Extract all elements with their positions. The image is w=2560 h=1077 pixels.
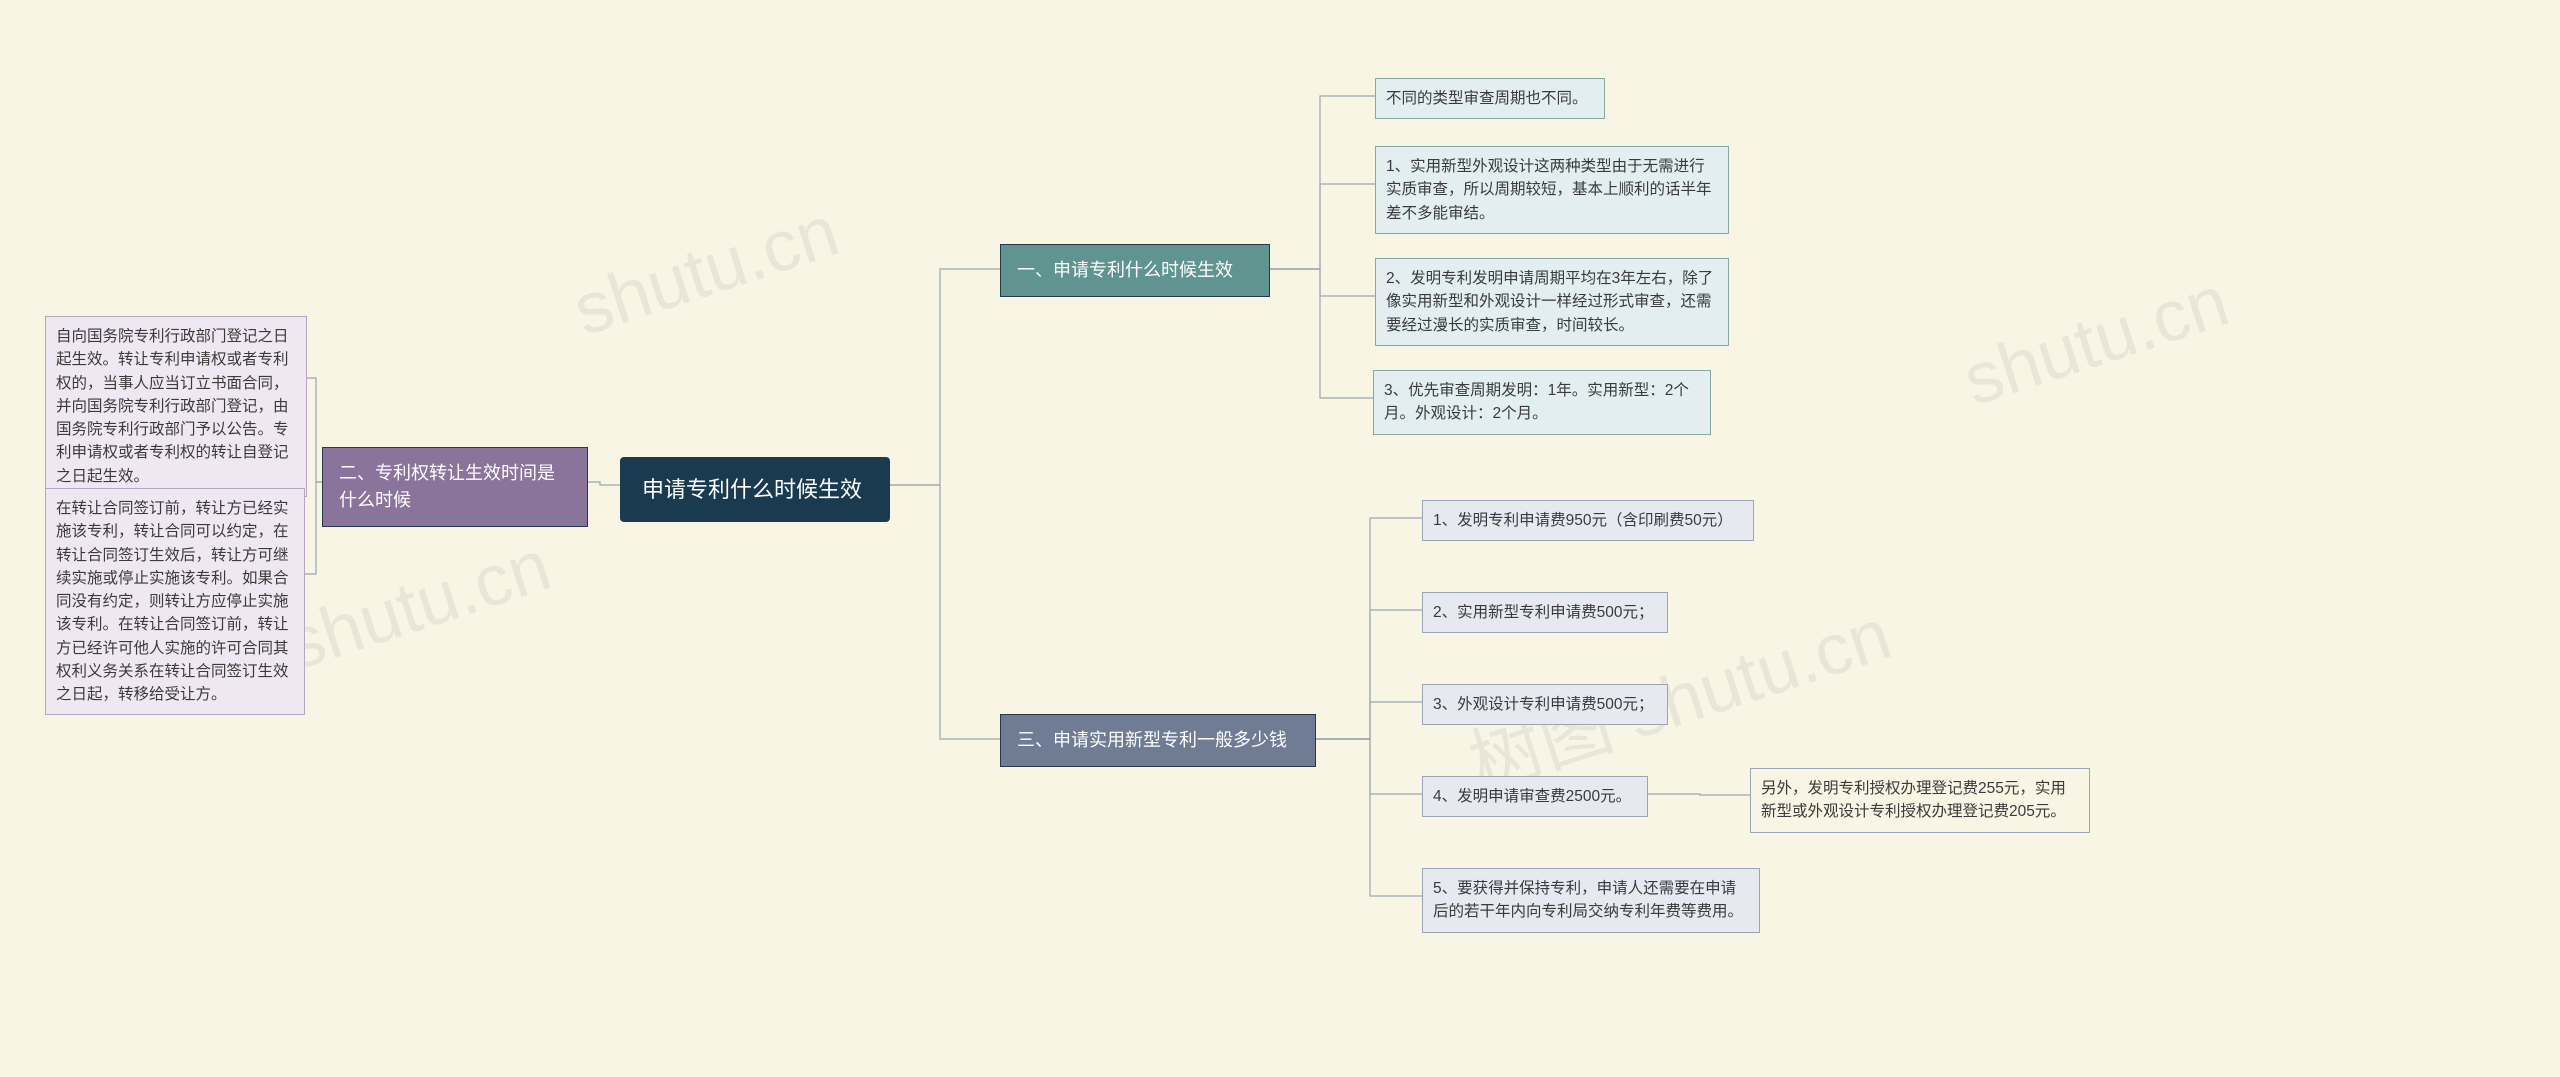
mindmap-canvas: 图 shutu.cn shutu.cn 树图 shutu.cn shutu.cn… [0, 0, 2560, 1077]
watermark: shutu.cn [564, 190, 848, 352]
leaf-label: 2、发明专利发明申请周期平均在3年左右，除了像实用新型和外观设计一样经过形式审查… [1386, 270, 1713, 334]
leaf-node[interactable]: 1、发明专利申请费950元（含印刷费50元） [1422, 500, 1754, 541]
leaf-node[interactable]: 3、外观设计专利申请费500元； [1422, 684, 1668, 725]
leaf-node[interactable]: 不同的类型审查周期也不同。 [1375, 78, 1605, 119]
leaf-node[interactable]: 3、优先审查周期发明：1年。实用新型：2个月。外观设计：2个月。 [1373, 370, 1711, 435]
leaf-node[interactable]: 2、发明专利发明申请周期平均在3年左右，除了像实用新型和外观设计一样经过形式审查… [1375, 258, 1729, 346]
leaf-node[interactable]: 4、发明申请审查费2500元。 [1422, 776, 1648, 817]
leaf-node[interactable]: 2、实用新型专利申请费500元； [1422, 592, 1668, 633]
leaf-label: 1、实用新型外观设计这两种类型由于无需进行实质审查，所以周期较短，基本上顺利的话… [1386, 158, 1712, 222]
leaf-node[interactable]: 1、实用新型外观设计这两种类型由于无需进行实质审查，所以周期较短，基本上顺利的话… [1375, 146, 1729, 234]
leaf-label: 在转让合同签订前，转让方已经实施该专利，转让合同可以约定，在转让合同签订生效后，… [56, 500, 289, 703]
leaf-label: 5、要获得并保持专利，申请人还需要在申请后的若干年内向专利局交纳专利年费等费用。 [1433, 880, 1743, 920]
leaf-node[interactable]: 在转让合同签订前，转让方已经实施该专利，转让合同可以约定，在转让合同签订生效后，… [45, 488, 305, 715]
leaf-node-sub[interactable]: 另外，发明专利授权办理登记费255元，实用新型或外观设计专利授权办理登记费205… [1750, 768, 2090, 833]
leaf-label: 4、发明申请审查费2500元。 [1433, 788, 1631, 805]
root-label: 申请专利什么时候生效 [642, 477, 862, 502]
leaf-label: 3、外观设计专利申请费500元； [1433, 696, 1653, 713]
connectors [0, 0, 2560, 1077]
leaf-node[interactable]: 5、要获得并保持专利，申请人还需要在申请后的若干年内向专利局交纳专利年费等费用。 [1422, 868, 1760, 933]
branch-node-2[interactable]: 二、专利权转让生效时间是什么时候 [322, 447, 588, 527]
branch-node-3[interactable]: 三、申请实用新型专利一般多少钱 [1000, 714, 1316, 767]
root-node[interactable]: 申请专利什么时候生效 [620, 457, 890, 522]
branch-label: 一、申请专利什么时候生效 [1017, 260, 1233, 280]
leaf-label: 3、优先审查周期发明：1年。实用新型：2个月。外观设计：2个月。 [1384, 382, 1689, 422]
leaf-node[interactable]: 自向国务院专利行政部门登记之日起生效。转让专利申请权或者专利权的，当事人应当订立… [45, 316, 307, 497]
leaf-label: 不同的类型审查周期也不同。 [1386, 90, 1588, 107]
leaf-label: 另外，发明专利授权办理登记费255元，实用新型或外观设计专利授权办理登记费205… [1761, 780, 2066, 820]
branch-node-1[interactable]: 一、申请专利什么时候生效 [1000, 244, 1270, 297]
branch-label: 三、申请实用新型专利一般多少钱 [1017, 730, 1287, 750]
leaf-label: 自向国务院专利行政部门登记之日起生效。转让专利申请权或者专利权的，当事人应当订立… [56, 328, 289, 485]
watermark: shutu.cn [1954, 260, 2238, 422]
leaf-label: 1、发明专利申请费950元（含印刷费50元） [1433, 512, 1733, 529]
leaf-label: 2、实用新型专利申请费500元； [1433, 604, 1653, 621]
branch-label: 二、专利权转让生效时间是什么时候 [339, 463, 555, 510]
